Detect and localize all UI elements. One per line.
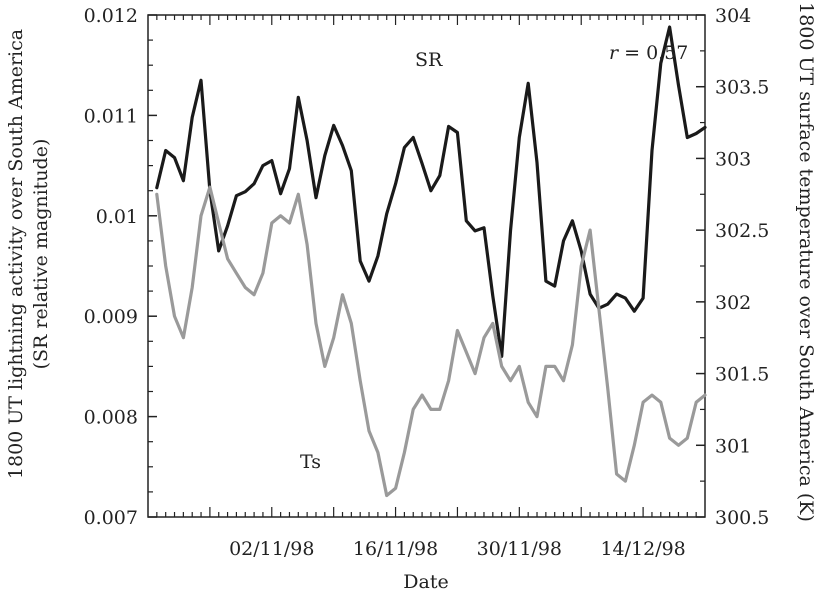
series-line-sr xyxy=(155,25,707,358)
right-tick-label: 301.5 xyxy=(715,364,769,386)
right-axis-title: 1800 UT surface temperature over South A… xyxy=(795,2,817,522)
series-label-ts: Ts xyxy=(300,451,321,473)
left-tick-label: 0.011 xyxy=(84,105,138,127)
series-label-sr: SR xyxy=(415,49,443,71)
x-axis-title: Date xyxy=(403,571,448,593)
right-tick-label: 303.5 xyxy=(715,77,769,99)
left-tick-label: 0.01 xyxy=(96,206,138,228)
right-tick-label: 302.5 xyxy=(715,220,769,242)
x-tick-label: 14/12/98 xyxy=(600,538,685,560)
left-y-axis: 0.007 0.008 0.009 0.01 0.011 0.012 xyxy=(84,5,157,529)
series-layer xyxy=(155,25,707,498)
right-tick-label: 304 xyxy=(715,5,751,27)
right-tick-label: 302 xyxy=(715,292,751,314)
left-tick-label: 0.007 xyxy=(84,507,138,529)
left-tick-label: 0.009 xyxy=(84,306,138,328)
left-tick-label: 0.012 xyxy=(84,5,138,27)
correlation-symbol: r xyxy=(609,42,620,64)
right-tick-label: 301 xyxy=(715,435,751,457)
x-axis: 02/11/98 16/11/98 30/11/98 14/12/98 xyxy=(156,15,697,560)
x-tick-label: 30/11/98 xyxy=(477,538,562,560)
left-axis-subtitle: (SR relative magnitude) xyxy=(30,139,52,370)
series-line-ts xyxy=(155,185,707,498)
left-axis-title: 1800 UT lightning activity over South Am… xyxy=(5,29,27,479)
right-tick-label: 303 xyxy=(715,148,751,170)
right-y-axis: 300.5 301 301.5 302 302.5 303 303.5 304 xyxy=(696,5,769,529)
x-tick-label: 16/11/98 xyxy=(353,538,438,560)
correlation-annotation: r = 0.57 xyxy=(609,42,688,64)
x-tick-label: 02/11/98 xyxy=(229,538,314,560)
right-tick-label: 300.5 xyxy=(715,507,769,529)
correlation-value: = 0.57 xyxy=(618,42,688,64)
left-tick-label: 0.008 xyxy=(84,407,138,429)
